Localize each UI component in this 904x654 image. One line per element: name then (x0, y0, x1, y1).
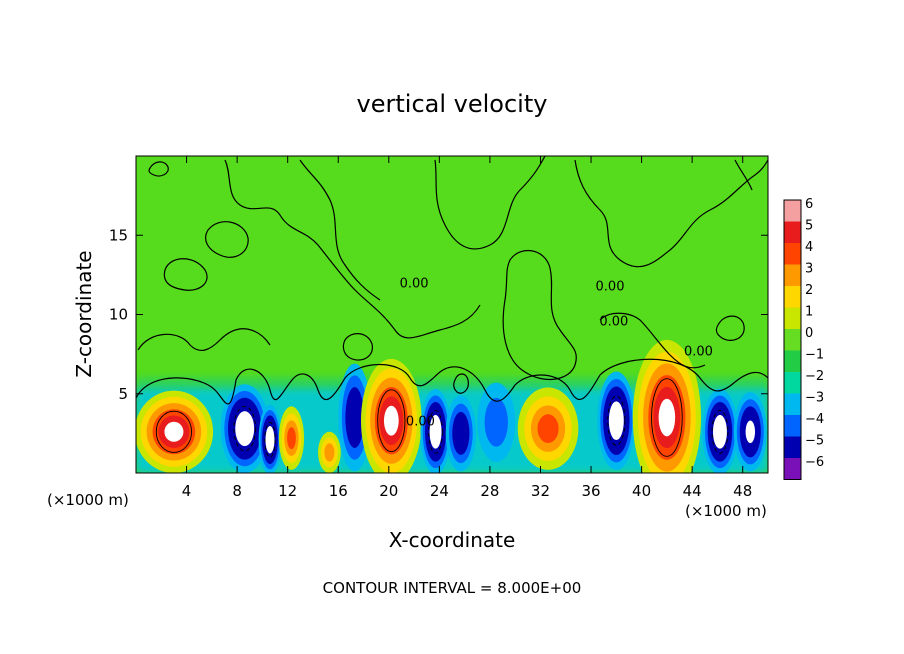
x-tick-label: 20 (379, 482, 398, 500)
x-unit-left: (×1000 m) (47, 491, 129, 509)
y-tick-label: 15 (109, 226, 128, 244)
colorbar-label: 1 (805, 305, 813, 320)
colorbar-swatch (784, 329, 801, 351)
contour-label: 0.00 (596, 280, 625, 295)
updraft-cell (318, 431, 341, 473)
downdraft-cell (258, 404, 282, 473)
colorbar-label: −6 (805, 455, 824, 470)
contour-line (453, 373, 469, 394)
x-tick-label: 32 (531, 482, 550, 500)
colorbar-label: 3 (805, 262, 813, 277)
contour-line (599, 312, 706, 369)
colorbar-label: −3 (805, 391, 824, 406)
chart-title: vertical velocity (357, 90, 548, 118)
y-axis: 5 10 15 (109, 226, 768, 403)
colorbar-label: 5 (805, 219, 813, 234)
x-tick-label: 8 (232, 482, 242, 500)
contour-line (205, 221, 249, 258)
colorbar-swatch (784, 286, 801, 308)
y-tick-label: 10 (109, 306, 128, 324)
colorbar-label: 6 (805, 197, 813, 212)
x-tick-label: 4 (182, 482, 192, 500)
colorbar-label: 4 (805, 240, 813, 255)
downdraft-cell (220, 384, 269, 473)
colorbar-label: −4 (805, 412, 824, 427)
contour-label: 0.00 (599, 315, 628, 330)
updraft-cell (361, 358, 422, 473)
downdraft-cell (338, 363, 372, 472)
downdraft-cell (445, 395, 477, 472)
colorbar-swatch (784, 221, 801, 243)
colorbar-swatch (784, 372, 801, 394)
contour-line (574, 159, 768, 268)
x-tick-label: 24 (430, 482, 449, 500)
colorbar-label: 2 (805, 283, 813, 298)
contour-line (148, 161, 169, 177)
x-tick-label: 36 (581, 482, 600, 500)
contour-label: 0.00 (406, 414, 435, 429)
colorbar-swatch (784, 415, 801, 437)
colorbar-swatch (784, 243, 801, 265)
colorbar-swatch (784, 436, 801, 458)
zero-contours (136, 156, 768, 405)
colorbar-swatch (784, 200, 801, 222)
downdraft-cell (420, 389, 451, 473)
colorbar-label: 0 (805, 326, 813, 341)
contour-line (136, 358, 768, 405)
colorbar-swatch (784, 307, 801, 329)
contour-interval-footer: CONTOUR INTERVAL = 8.000E+00 (323, 579, 582, 597)
downdraft-cell (597, 371, 636, 470)
x-tick-label: 40 (632, 482, 651, 500)
updraft-cell (517, 387, 579, 470)
contour-labels: 0.00 0.00 0.00 0.00 0.00 (400, 277, 713, 430)
updraft-cell (136, 390, 214, 473)
velocity-field (136, 339, 768, 473)
x-tick-label: 16 (329, 482, 348, 500)
x-tick-label: 12 (278, 482, 297, 500)
x-tick-label: 28 (480, 482, 499, 500)
colorbar-swatch (784, 393, 801, 415)
colorbar-label: −2 (805, 369, 824, 384)
contour-label: 0.00 (400, 277, 429, 292)
plot-area: 0.00 0.00 0.00 0.00 0.00 (135, 155, 769, 474)
x-axis-label: X-coordinate (389, 528, 516, 552)
x-tick-label: 44 (683, 482, 702, 500)
colorbar-swatch (784, 264, 801, 286)
contour-line (434, 156, 546, 250)
colorbar: 6 5 4 3 2 1 0 −1 −2 −3 −4 −5 −6 (783, 197, 824, 480)
y-tick-label: 5 (118, 385, 128, 403)
updraft-cell (632, 339, 701, 473)
contour-line (137, 328, 271, 352)
updraft-cell (278, 406, 305, 470)
x-tick-label: 48 (733, 482, 752, 500)
contour-line (342, 333, 374, 361)
colorbar-label: −5 (805, 434, 824, 449)
contour-line (734, 159, 753, 191)
downdraft-cell (733, 392, 767, 472)
downdraft-cell (702, 389, 738, 473)
contour-line (163, 258, 208, 291)
contour-line (715, 315, 745, 341)
contour-line (299, 159, 381, 301)
contour-line (224, 159, 481, 339)
contour-label: 0.00 (684, 345, 713, 360)
y-axis-label: Z-coordinate (72, 250, 96, 377)
colorbar-swatch (784, 458, 801, 480)
x-unit-right: (×1000 m) (685, 502, 767, 520)
colorbar-frame (783, 199, 802, 480)
colorbar-label: −1 (805, 348, 824, 363)
x-axis: 4 8 12 16 20 24 28 32 36 40 44 48 (182, 156, 752, 500)
colorbar-swatch (784, 350, 801, 372)
contour-line (502, 250, 577, 380)
downdraft-cell (477, 382, 516, 462)
